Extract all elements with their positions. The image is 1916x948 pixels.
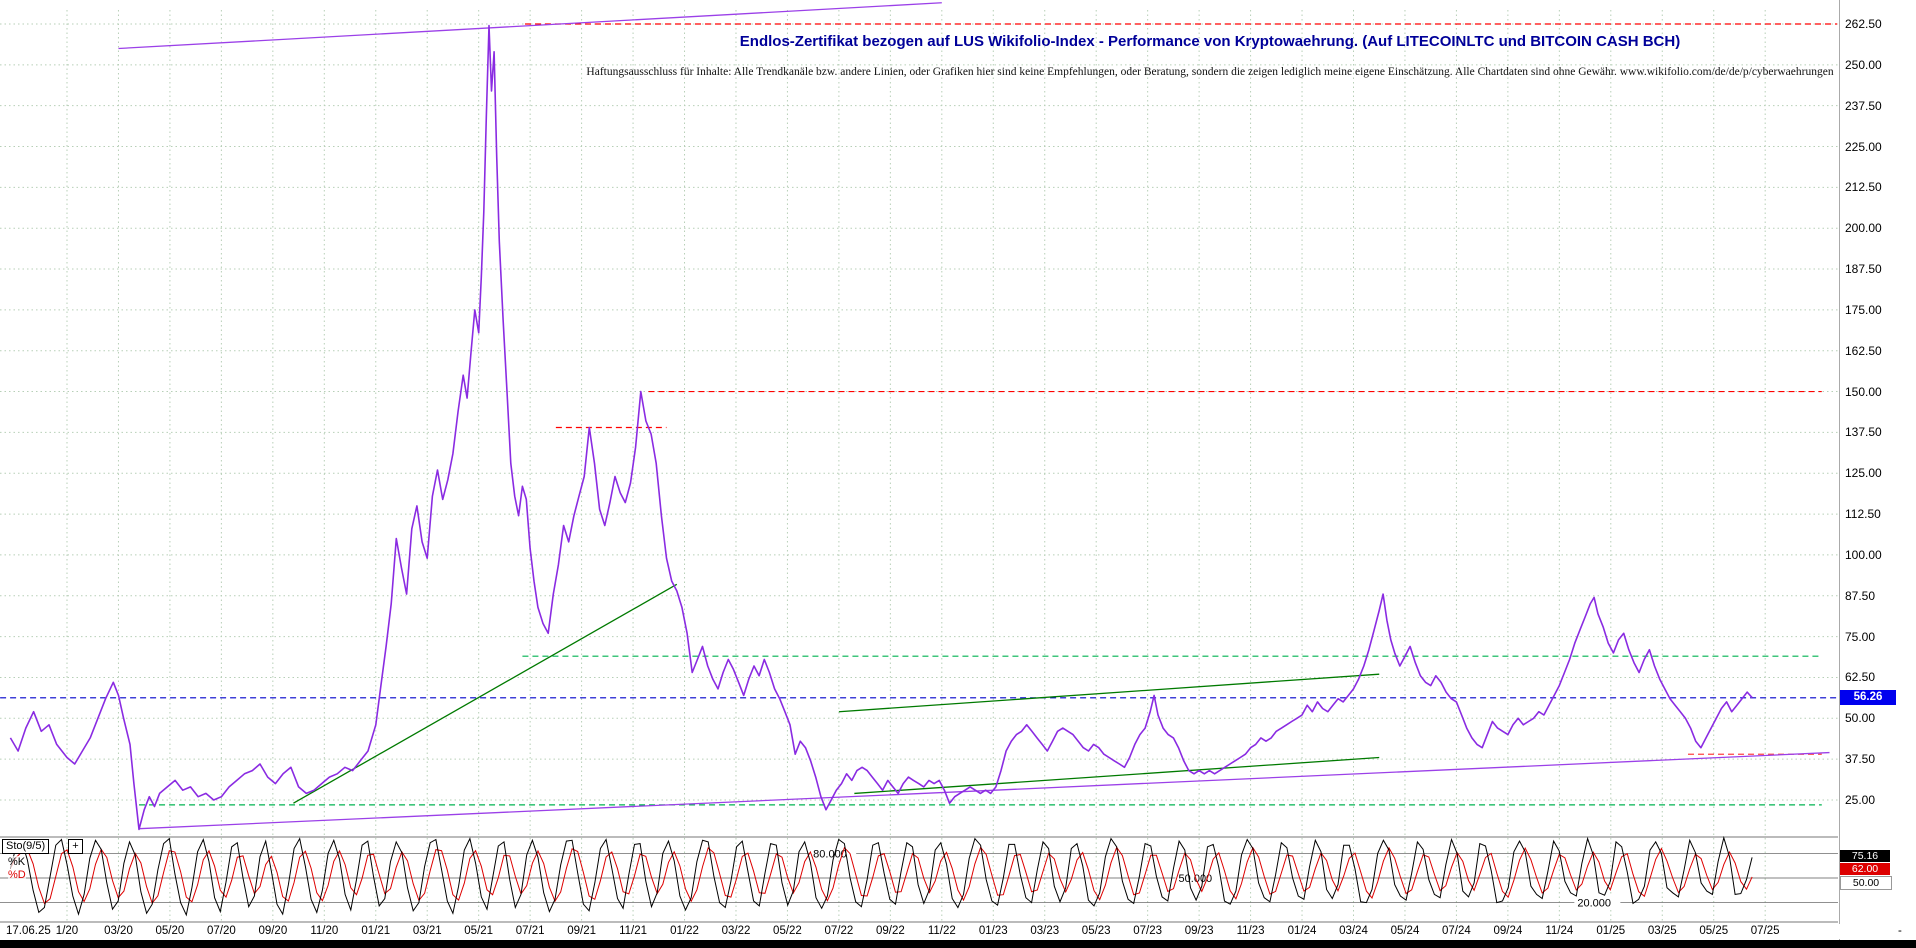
y-axis-label: 187.50: [1845, 262, 1882, 277]
x-axis-label: 05/20: [155, 925, 185, 937]
x-axis-label: 11/23: [1236, 925, 1265, 937]
x-axis-label: 07/25: [1750, 925, 1780, 937]
y-axis-label: 262.50: [1845, 17, 1882, 31]
x-axis-label: 05/25: [1699, 925, 1729, 937]
x-axis-label: 03/24: [1339, 925, 1368, 937]
indicator-add-button[interactable]: +: [68, 839, 83, 854]
stochastic-level-label: 80.000: [813, 848, 847, 860]
x-axis-label: 03/23: [1030, 925, 1060, 937]
stochastic-k-value-tag: 75.16: [1840, 850, 1890, 862]
x-axis-label: 09/22: [875, 925, 905, 937]
mid-support-green-trendline: [854, 756, 1380, 795]
x-axis-label: 03/21: [412, 925, 442, 937]
upper-resistance-trendline: [118, 2, 942, 50]
chart-date-label: 17.06.25: [6, 925, 51, 937]
x-axis-label: 01/24: [1287, 925, 1317, 937]
current-price-tag: 56.26: [1840, 690, 1896, 705]
x-axis-label: 07/20: [206, 925, 236, 937]
x-axis-label: 07/22: [824, 925, 854, 937]
y-axis-label: 237.50: [1845, 98, 1882, 113]
x-axis-label: 11/21: [619, 925, 648, 937]
axis-minus-button[interactable]: -: [1898, 925, 1902, 937]
y-axis-label: 225.00: [1845, 139, 1882, 154]
x-axis-label: 09/20: [258, 925, 288, 937]
y-axis-label: 137.50: [1845, 425, 1882, 440]
price-line: [9, 24, 1753, 831]
stochastic-mid-value-tag: 50.00: [1840, 876, 1892, 890]
mid-resistance-green-trendline: [838, 673, 1380, 713]
x-axis-label: 1/20: [55, 925, 79, 937]
y-axis-label: 62.50: [1845, 670, 1876, 685]
x-axis-label: 09/23: [1184, 925, 1214, 937]
x-axis-label: 09/24: [1493, 925, 1523, 937]
y-axis-label: 212.50: [1845, 180, 1882, 195]
stochastic-level-label-bg: [810, 846, 857, 860]
stochastic-d-label: %D: [8, 869, 26, 881]
x-axis: 17.06.25 - 1/20 03/20 05/20 07/20 09/20 11/20…: [0, 924, 1916, 939]
x-axis-label: 07/21: [515, 925, 545, 937]
stochastic-level-label-bg: [1175, 871, 1222, 884]
x-axis-label: 03/20: [104, 925, 133, 937]
y-axis-label: 87.50: [1845, 588, 1876, 603]
x-axis-label: 11/24: [1545, 925, 1574, 937]
y-axis-label: 37.50: [1845, 752, 1876, 767]
x-axis-label: 09/21: [567, 925, 596, 937]
bottom-bar: [0, 940, 1916, 948]
stochastic-k-line: [9, 835, 1753, 917]
stochastic-level-label: 20.000: [1577, 898, 1611, 910]
y-axis-label: 50.00: [1845, 711, 1876, 726]
x-axis-label: 11/22: [927, 925, 956, 937]
x-axis-label: 01/22: [670, 925, 699, 937]
y-axis-label: 175.00: [1845, 302, 1882, 317]
steep-green-trendline: [293, 583, 678, 804]
x-axis-label: 03/25: [1647, 925, 1677, 937]
x-axis-label: 01/21: [361, 925, 391, 937]
y-axis: 262.50 250.00 237.50 225.00 212.50 200.00 187.…: [1839, 0, 1916, 948]
y-axis-label: 162.50: [1845, 343, 1882, 358]
y-axis-label: 150.00: [1845, 384, 1882, 399]
stochastic-d-line: [9, 846, 1753, 905]
y-axis-label: 100.00: [1845, 547, 1882, 562]
x-axis-label: 05/22: [773, 925, 802, 937]
stochastic-d-value-tag: 62.00: [1840, 863, 1890, 875]
y-axis-label: 75.00: [1845, 629, 1876, 644]
chart-disclaimer: Haftungsausschluss für Inhalte: Alle Tre…: [586, 66, 1834, 78]
x-axis-label: 05/23: [1081, 925, 1111, 937]
y-axis-label: 125.00: [1845, 466, 1882, 481]
x-axis-label: 07/23: [1133, 925, 1163, 937]
x-axis-label: 11/20: [310, 925, 339, 937]
stochastic-level-label-bg: [1574, 895, 1621, 909]
y-axis-label: 200.00: [1845, 221, 1882, 236]
y-axis-label: 112.50: [1845, 507, 1881, 522]
indicator-label-text: Sto(9/5): [6, 840, 46, 852]
indicator-label[interactable]: Sto(9/5): [2, 839, 50, 854]
x-axis-label: 01/23: [978, 925, 1008, 937]
y-axis-label: 25.00: [1845, 792, 1876, 807]
x-axis-label: 05/21: [464, 925, 494, 937]
x-axis-label: 03/22: [721, 925, 751, 937]
x-axis-label: 07/24: [1442, 925, 1471, 937]
chart-title: Endlos-Zertifikat bezogen auf LUS Wikifo…: [739, 33, 1681, 50]
x-axis-label: 05/24: [1390, 925, 1420, 937]
stochastic-k-label: %K: [8, 856, 26, 868]
y-axis-label: 250.00: [1845, 57, 1882, 72]
x-axis-label: 01/25: [1596, 925, 1626, 937]
